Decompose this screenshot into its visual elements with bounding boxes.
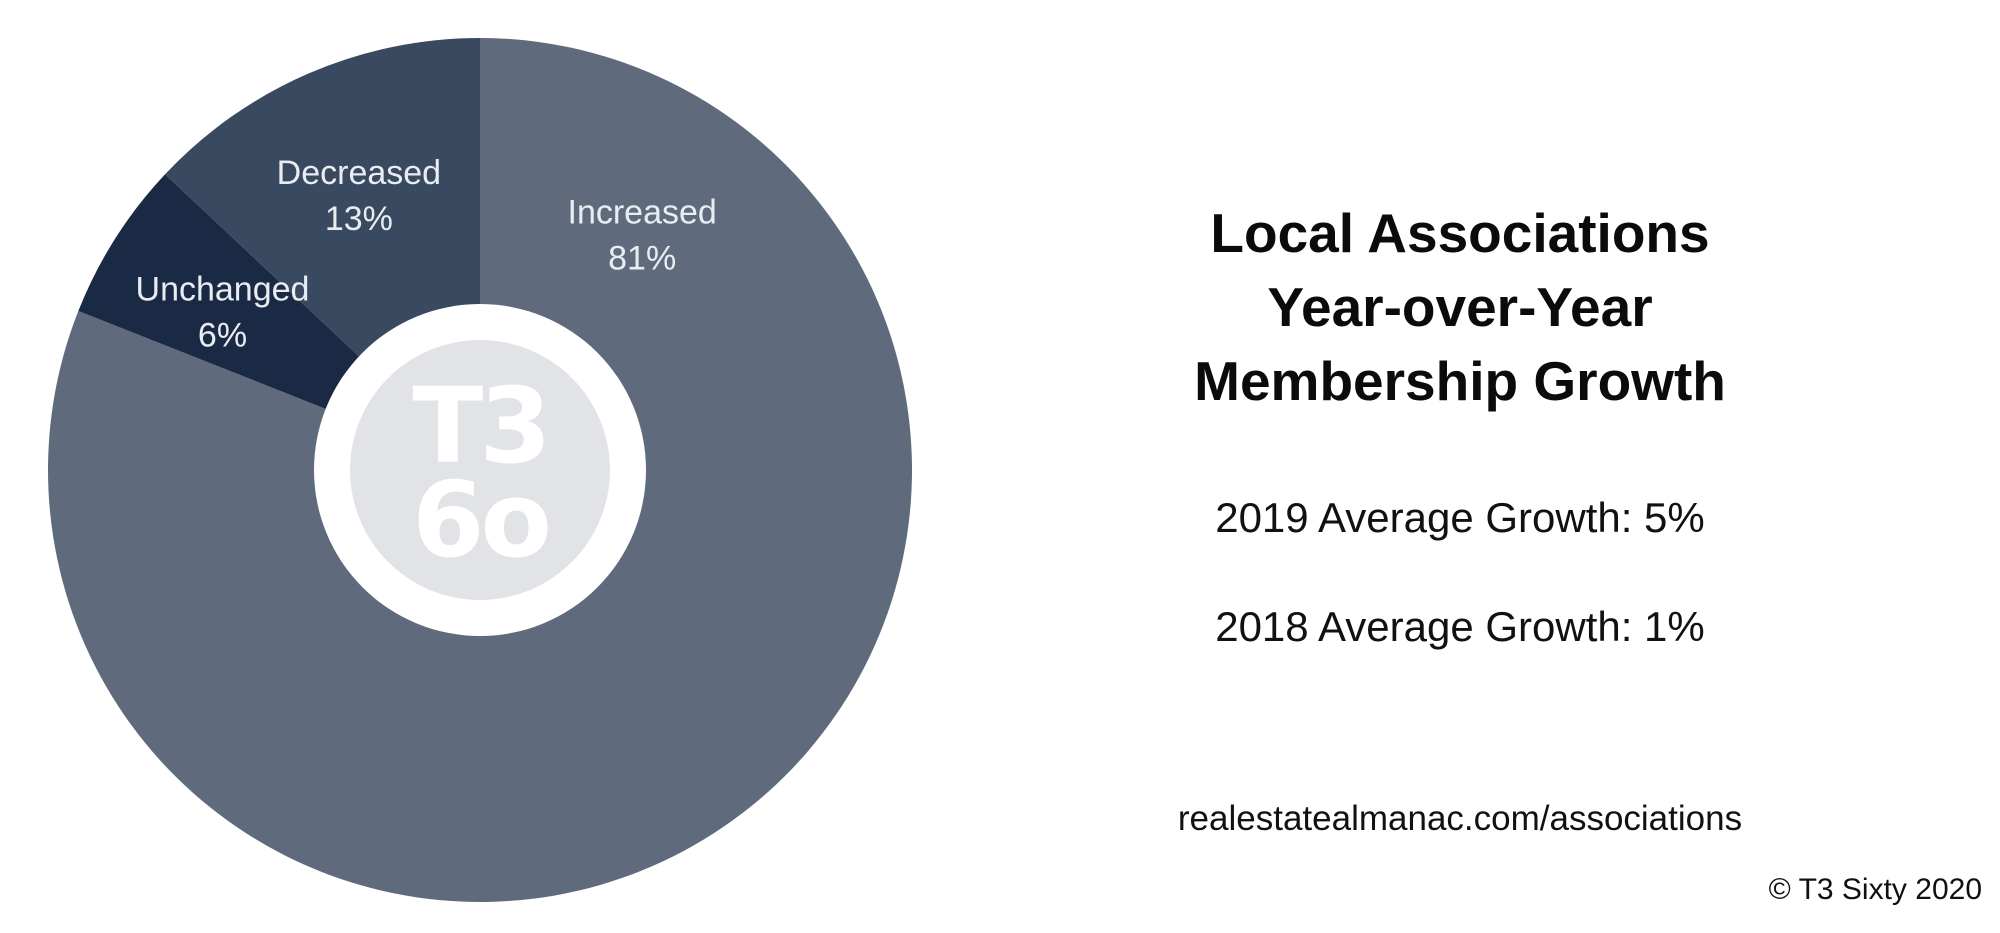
- logo-text-bottom: 6o: [412, 459, 548, 581]
- title-line-1: Local Associations: [1210, 202, 1710, 264]
- logo-text-top: T3: [412, 365, 547, 487]
- slice-value-unchanged: 6%: [198, 317, 247, 355]
- source-url[interactable]: realestatealmanac.com/associations: [1177, 799, 1743, 838]
- logo-badge: [350, 340, 610, 600]
- slice-labels: Increased 81% Unchanged 6% Decreased 13%: [136, 154, 717, 354]
- slice-value-increased: 81%: [608, 240, 676, 278]
- slice-label-increased: Increased: [568, 194, 717, 232]
- slice-label-unchanged: Unchanged: [136, 271, 310, 309]
- t3-sixty-logo: T3 6o: [314, 304, 646, 636]
- copyright-notice: © T3 Sixty 2020: [1768, 873, 1982, 906]
- slice-label-decreased: Decreased: [277, 154, 441, 192]
- membership-growth-donut-chart: T3 6o Increased 81% Unchanged 6% Decreased 13…: [47, 38, 913, 903]
- stat-2018-average-growth: 2018 Average Growth: 1%: [1215, 603, 1705, 650]
- title-line-2: Year-over-Year: [1267, 276, 1653, 338]
- info-panel: Local Associations Year-over-Year Member…: [1100, 0, 1820, 933]
- slice-value-decreased: 13%: [325, 200, 393, 238]
- stat-2019-average-growth: 2019 Average Growth: 5%: [1215, 494, 1705, 541]
- title-line-3: Membership Growth: [1194, 350, 1726, 412]
